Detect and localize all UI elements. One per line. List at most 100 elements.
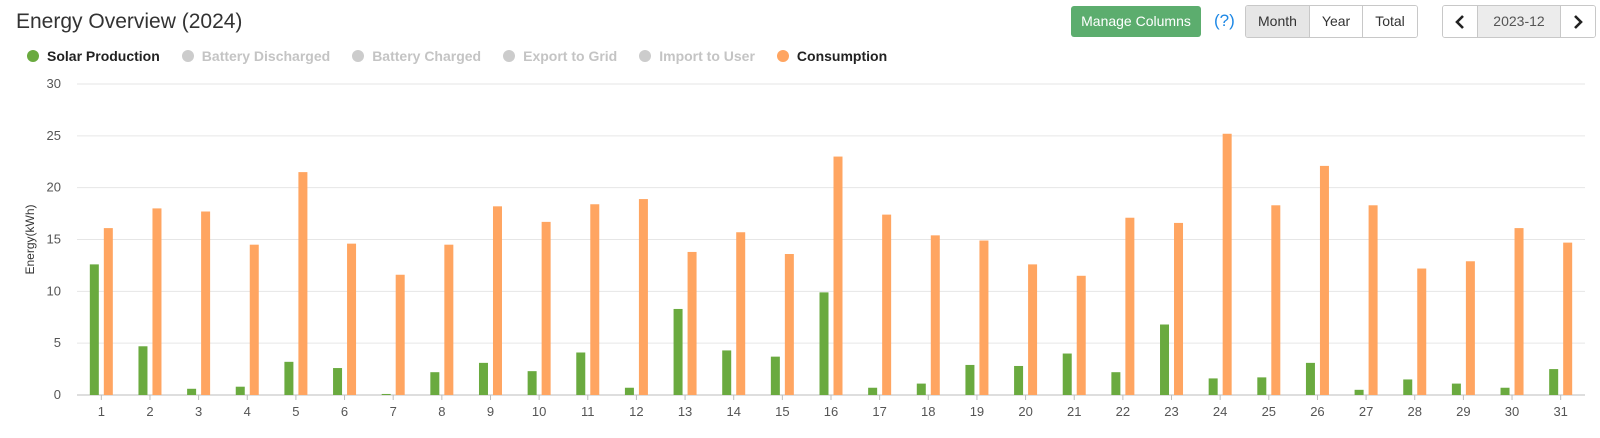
bar-consumption[interactable] [1514,228,1524,395]
x-tick-label: 12 [629,404,643,419]
bar-consumption[interactable] [1417,268,1427,395]
bar-consumption[interactable] [1271,205,1281,395]
year-tab[interactable]: Year [1309,6,1364,37]
x-tick-label: 16 [824,404,838,419]
bar-consumption[interactable] [492,206,502,395]
x-tick-label: 18 [921,404,935,419]
bar-consumption[interactable] [1222,133,1232,395]
bar-consumption[interactable] [1563,242,1573,395]
manage-columns-button[interactable]: Manage Columns [1071,6,1201,37]
x-tick-label: 9 [487,404,494,419]
bar-solar-production[interactable] [673,308,683,395]
bar-consumption[interactable] [736,232,746,395]
y-tick-label: 5 [54,335,61,350]
bar-solar-production[interactable] [478,362,488,395]
bar-consumption[interactable] [590,204,600,395]
y-tick-label: 0 [54,387,61,402]
legend-dot-icon [503,50,516,62]
bar-solar-production[interactable] [1305,362,1315,395]
date-field[interactable]: 2023-12 [1477,6,1561,37]
bar-solar-production[interactable] [138,346,148,395]
x-tick-label: 31 [1553,404,1567,419]
legend-label: Import to User [659,48,755,64]
bar-consumption[interactable] [201,211,211,395]
legend-item-solar-production[interactable]: Solar Production [27,48,160,64]
bar-consumption[interactable] [1028,264,1038,395]
legend-item-consumption[interactable]: Consumption [776,48,888,64]
chevron-left-icon[interactable] [1443,6,1477,37]
bar-consumption[interactable] [1465,261,1475,395]
bar-consumption[interactable] [249,244,259,395]
legend-label: Battery Charged [372,48,482,64]
total-tab[interactable]: Total [1363,6,1417,37]
legend-label: Consumption [796,48,888,64]
help-icon[interactable]: (?) [1214,11,1235,30]
bar-consumption[interactable] [152,208,162,395]
bar-solar-production[interactable] [1208,378,1218,395]
bar-consumption[interactable] [347,243,357,395]
bar-consumption[interactable] [930,235,940,395]
bar-solar-production[interactable] [381,393,391,395]
bar-consumption[interactable] [979,240,989,395]
bar-solar-production[interactable] [527,371,537,395]
bar-consumption[interactable] [1319,165,1329,395]
bar-consumption[interactable] [784,254,794,395]
bar-solar-production[interactable] [235,386,245,395]
bar-solar-production[interactable] [1257,377,1267,395]
x-tick-label: 7 [390,404,397,419]
bar-consumption[interactable] [298,172,308,395]
bar-consumption[interactable] [444,244,454,395]
legend-dot-icon [639,50,652,62]
bar-consumption[interactable] [638,199,648,395]
bar-consumption[interactable] [833,156,843,395]
bar-solar-production[interactable] [965,364,975,395]
bar-solar-production[interactable] [1062,353,1072,395]
bar-solar-production[interactable] [770,356,780,395]
bar-solar-production[interactable] [624,387,634,395]
chevron-right-icon[interactable] [1561,6,1595,37]
legend-item-battery-discharged[interactable]: Battery Discharged [181,48,331,64]
bar-solar-production[interactable] [187,388,197,395]
bar-consumption[interactable] [103,228,113,395]
bar-consumption[interactable] [541,221,551,395]
x-tick-label: 3 [195,404,202,419]
bar-consumption[interactable] [1368,205,1378,395]
legend-item-export-to-grid[interactable]: Export to Grid [503,48,617,64]
bar-solar-production[interactable] [868,387,878,395]
bar-consumption[interactable] [1076,275,1086,395]
x-tick-label: 24 [1213,404,1227,419]
bar-solar-production[interactable] [819,292,829,395]
bar-solar-production[interactable] [284,361,294,395]
bar-solar-production[interactable] [722,350,732,395]
x-tick-label: 13 [678,404,692,419]
bar-solar-production[interactable] [89,264,99,395]
bar-solar-production[interactable] [333,368,343,395]
legend-label: Battery Discharged [201,48,331,64]
bar-solar-production[interactable] [1451,383,1461,395]
month-tab[interactable]: Month [1246,6,1310,37]
bar-consumption[interactable] [395,274,405,395]
bar-solar-production[interactable] [916,383,926,395]
bar-consumption[interactable] [1174,222,1184,395]
legend-item-battery-charged[interactable]: Battery Charged [352,48,481,64]
bar-solar-production[interactable] [1160,324,1170,395]
legend-item-import-to-user[interactable]: Import to User [639,48,755,64]
bar-consumption[interactable] [1125,217,1135,395]
x-tick-label: 23 [1164,404,1178,419]
x-tick-label: 26 [1310,404,1324,419]
legend-dot-icon [27,50,39,62]
bar-solar-production[interactable] [1111,372,1121,395]
bar-consumption[interactable] [882,214,892,395]
bar-solar-production[interactable] [1014,365,1024,395]
x-tick-label: 21 [1067,404,1081,419]
bar-consumption[interactable] [687,251,697,395]
bar-solar-production[interactable] [576,352,586,395]
period-selector: Month Year Total [1245,5,1418,38]
bar-solar-production[interactable] [1354,389,1364,395]
bar-solar-production[interactable] [430,372,440,395]
bar-solar-production[interactable] [1403,379,1413,395]
bar-solar-production[interactable] [1500,387,1510,395]
x-tick-label: 30 [1505,404,1519,419]
bar-solar-production[interactable] [1549,369,1559,395]
